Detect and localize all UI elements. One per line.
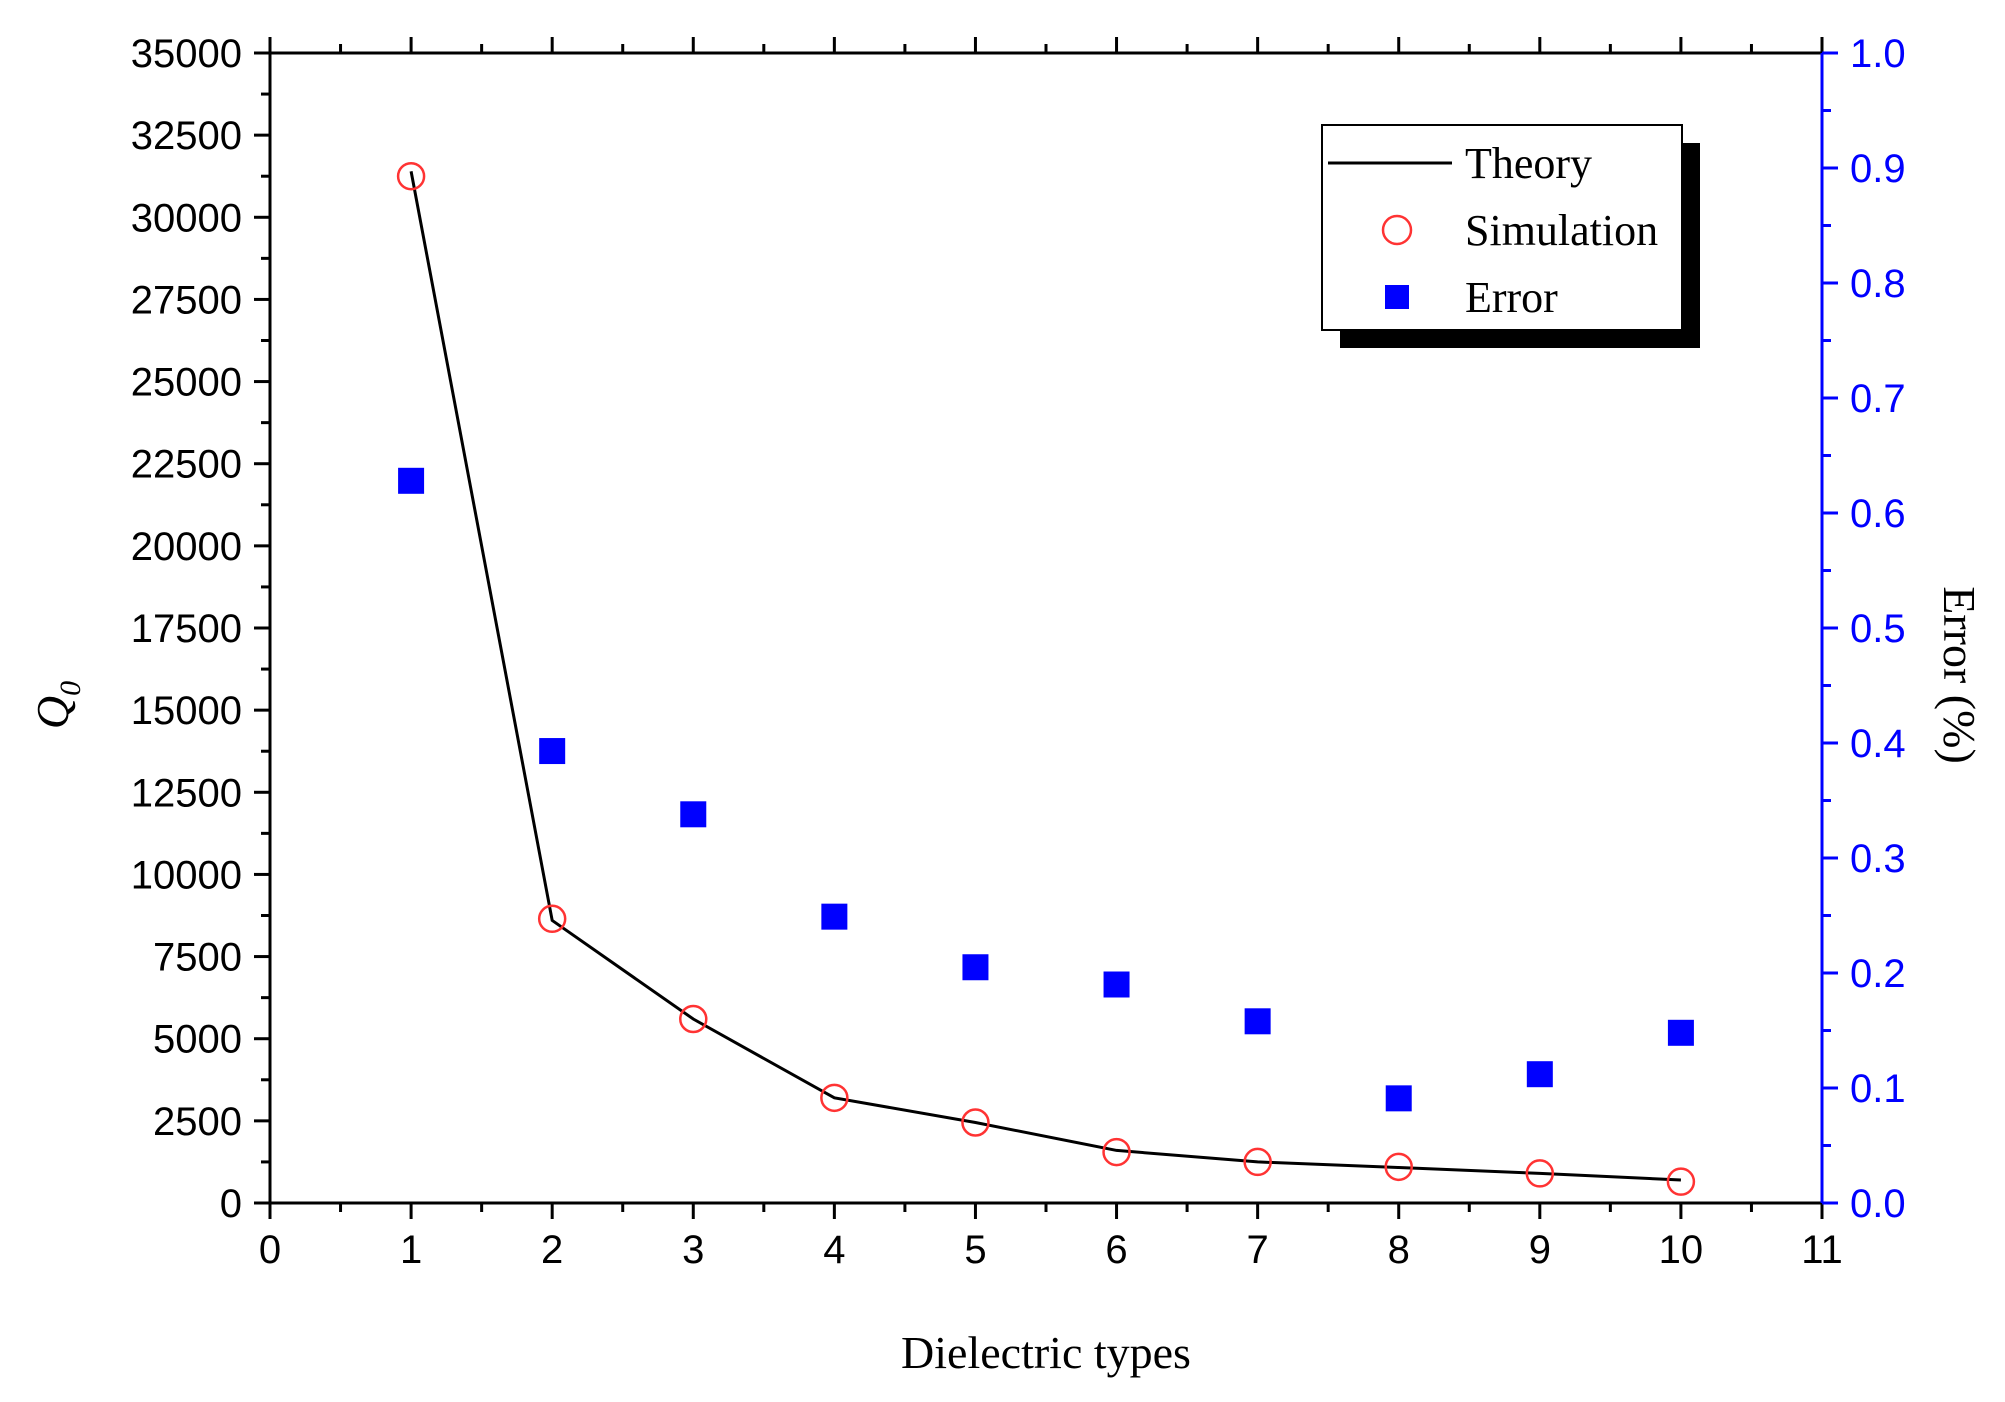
y2-tick-label: 0.1 bbox=[1850, 1067, 1906, 1111]
x-tick-label: 6 bbox=[1105, 1228, 1127, 1272]
y-axis-title: Q0 bbox=[27, 681, 87, 729]
simulation-point bbox=[537, 904, 567, 934]
simulation-point bbox=[820, 1083, 849, 1113]
legend-square-swatch bbox=[1385, 285, 1409, 309]
legend-label: Error bbox=[1465, 273, 1558, 322]
simulation-point bbox=[1384, 1152, 1413, 1182]
y2-tick-label: 0.9 bbox=[1850, 147, 1906, 191]
y-tick-label: 20000 bbox=[131, 525, 242, 569]
error-point bbox=[1103, 971, 1130, 998]
y-tick-label: 7500 bbox=[153, 936, 242, 980]
y-tick-label: 25000 bbox=[131, 361, 242, 405]
error-point bbox=[1244, 1008, 1271, 1035]
x-tick-label: 11 bbox=[1801, 1228, 1843, 1272]
simulation-point bbox=[1525, 1159, 1555, 1188]
y-tick-label: 32500 bbox=[131, 114, 242, 158]
simulation-point bbox=[1666, 1167, 1696, 1196]
y-tick-label: 10000 bbox=[131, 853, 242, 897]
series bbox=[396, 161, 1696, 1196]
simulation-point bbox=[679, 1004, 708, 1034]
x-tick-label: 5 bbox=[964, 1228, 986, 1272]
error-point bbox=[398, 467, 425, 494]
legend-label: Theory bbox=[1465, 139, 1592, 188]
y2-tick-label: 1.0 bbox=[1850, 32, 1906, 76]
x-tick-label: 7 bbox=[1247, 1228, 1269, 1272]
y2-tick-label: 0.2 bbox=[1850, 952, 1906, 996]
ticks: 0 1 2 3 4 5 6 7 8 9 10 11 0 2500 5000 7500 10000 12500 150… bbox=[131, 32, 1906, 1272]
error-point bbox=[1526, 1061, 1553, 1088]
y-tick-label: 12500 bbox=[131, 771, 242, 815]
legend: Theory Simulation Error bbox=[1321, 124, 1700, 348]
error-point bbox=[962, 954, 989, 981]
error-point bbox=[1385, 1085, 1412, 1112]
simulation-point bbox=[961, 1108, 990, 1137]
y-tick-label: 27500 bbox=[131, 278, 242, 322]
simulation-point bbox=[396, 161, 426, 191]
y2-tick-label: 0.8 bbox=[1850, 262, 1906, 306]
x-tick-label: 10 bbox=[1659, 1228, 1704, 1272]
right-y-axis-title: Error (%) bbox=[1934, 586, 1985, 764]
y2-tick-label: 0.4 bbox=[1850, 722, 1906, 766]
simulation-point bbox=[1243, 1147, 1272, 1177]
y-tick-label: 35000 bbox=[131, 32, 242, 76]
y-tick-label: 0 bbox=[220, 1182, 242, 1226]
y-tick-label: 30000 bbox=[131, 196, 242, 240]
y-tick-label: 15000 bbox=[131, 689, 242, 733]
theory-line bbox=[409, 171, 1681, 1182]
x-tick-label: 1 bbox=[400, 1228, 422, 1272]
simulation-point bbox=[1102, 1137, 1131, 1167]
y-tick-label: 17500 bbox=[131, 607, 242, 651]
x-tick-label: 0 bbox=[259, 1228, 281, 1272]
x-tick-label: 8 bbox=[1388, 1228, 1410, 1272]
y2-tick-label: 0.0 bbox=[1850, 1182, 1906, 1226]
error-point bbox=[680, 801, 707, 828]
x-axis-title: Dielectric types bbox=[901, 1327, 1191, 1378]
x-tick-label: 4 bbox=[823, 1228, 845, 1272]
legend-label: Simulation bbox=[1465, 206, 1658, 255]
legend-circle-swatch bbox=[1381, 214, 1413, 246]
y-tick-label: 5000 bbox=[153, 1018, 242, 1062]
x-tick-label: 3 bbox=[682, 1228, 704, 1272]
x-tick-label: 9 bbox=[1529, 1228, 1551, 1272]
y2-tick-label: 0.5 bbox=[1850, 607, 1906, 651]
y-tick-label: 2500 bbox=[153, 1100, 242, 1144]
y2-tick-label: 0.3 bbox=[1850, 837, 1906, 881]
x-tick-label: 2 bbox=[541, 1228, 563, 1272]
error-point bbox=[539, 738, 566, 765]
y2-tick-label: 0.6 bbox=[1850, 492, 1906, 536]
error-point bbox=[821, 903, 848, 930]
y2-tick-label: 0.7 bbox=[1850, 377, 1906, 421]
error-point bbox=[1667, 1019, 1694, 1046]
y-tick-label: 22500 bbox=[131, 443, 242, 487]
